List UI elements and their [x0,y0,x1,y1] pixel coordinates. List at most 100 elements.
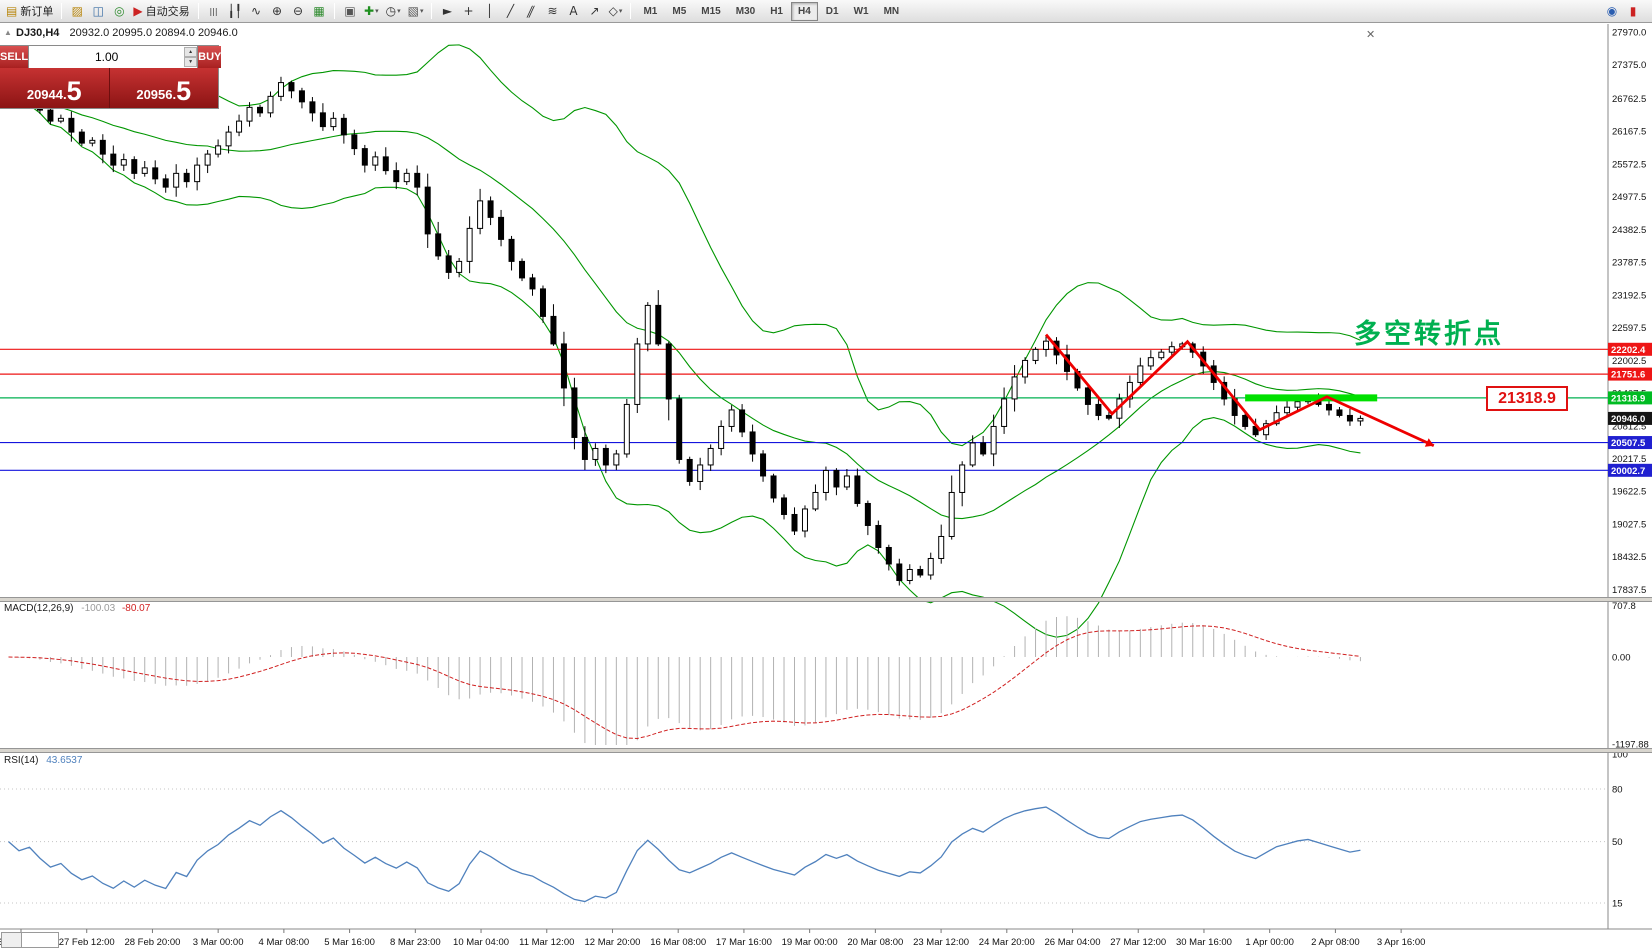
timeframe-m30-button[interactable]: M30 [729,2,762,21]
quick-nav-icon[interactable] [2,933,22,947]
timeframe-m15-button[interactable]: M15 [694,2,727,21]
templates-icon[interactable]: ▧ ▾ [405,2,427,21]
time-tick-label: 2 Apr 08:00 [1311,937,1360,948]
rsi-scale-label: 50 [1612,837,1623,848]
toolbar-left-icons: ▨ ◫ ◎ [67,2,129,21]
timeframe-toolbar: M1 M5 M15 M30 H1 H4 D1 W1 MN [636,1,907,21]
sell-price-pip: 5 [66,76,82,106]
tile-windows-icon[interactable]: ▣ [340,2,360,21]
buy-price-pip: 5 [176,76,192,106]
macd-header: MACD(12,26,9) -100.03 -80.07 [4,603,150,614]
text-icon[interactable]: A [563,2,583,21]
trend-zigzag-annotation[interactable] [1044,333,1435,447]
buy-price-panel[interactable]: 20956. 5 [110,68,219,108]
sell-button[interactable]: SELL [0,46,29,68]
turning-point-annotation[interactable]: 多空转折点 [1354,319,1504,349]
time-tick-label: 11 Mar 12:00 [519,937,574,948]
time-tick-label: 17 Mar 16:00 [716,937,772,948]
macd-signal-line [8,625,1361,739]
toolbar-separator [197,3,199,19]
macd-scale-label: -1197.88 [1612,739,1649,750]
autotrade-play-icon: ▶ [133,4,143,18]
new-order-label: 新订单 [20,6,54,18]
time-tick-label: 28 Feb 20:00 [124,937,180,948]
chart-ohlc-header: DJ30,H4 20932.0 20995.0 20894.0 20946.0 [16,27,238,39]
one-click-collapse-button[interactable]: ▲ [4,28,12,37]
volume-input[interactable] [29,46,185,68]
autotrade-label: 自动交易 [145,6,190,18]
bollinger-lower [8,93,1361,638]
zoom-out-icon[interactable]: ⊖ [288,2,308,21]
rsi-scale-label: 80 [1612,785,1623,796]
channel-icon[interactable]: ∥ [521,2,541,21]
timeframe-m1-button[interactable]: M1 [636,2,664,21]
price-tick-label: 22597.5 [1612,323,1646,334]
zoom-in-icon[interactable]: ⊕ [267,2,287,21]
macd-signal-value: -80.07 [121,603,151,614]
quick-navigation-box[interactable] [1,932,59,948]
macd-pane-splitter[interactable] [0,597,1652,602]
new-order-icon: ▤ [6,4,18,18]
price-level-tag[interactable]: 21318.9 [1486,386,1568,411]
stop-icon[interactable]: ▮ [1623,2,1643,21]
time-tick-label: 5 Mar 16:00 [324,937,375,948]
bar-chart-icon[interactable]: ||| [204,2,224,21]
sell-price-main: 20944. [26,87,67,102]
fibonacci-icon[interactable]: ≋ [542,2,562,21]
horizontal-level-lines[interactable] [0,348,1608,471]
price-tick-label: 18432.5 [1612,552,1646,563]
price-panel-divider [108,68,110,108]
quick-nav-input[interactable] [22,933,58,947]
volume-decrease-button[interactable]: ▼ [184,57,198,67]
price-tick-label: 19027.5 [1612,519,1646,530]
rsi-header: RSI(14) 43.6537 [4,755,82,766]
time-tick-label: 3 Apr 16:00 [1377,937,1426,948]
time-tick-label: 30 Mar 16:00 [1176,937,1232,948]
timeframe-d1-button[interactable]: D1 [819,2,846,21]
price-badge [1608,436,1652,450]
indicators-icon[interactable]: ✚ ▾ [361,2,382,21]
time-tick-label: 24 Mar 20:00 [979,937,1035,948]
periods-icon[interactable]: ◷ ▾ [383,2,404,21]
price-tick-label: 22002.5 [1612,356,1646,367]
volume-increase-button[interactable]: ▲ [184,47,198,57]
autotrade-button[interactable]: ▶ 自动交易 [130,2,192,21]
price-tick-label: 27375.0 [1612,60,1646,71]
profiles-icon[interactable]: ◫ [88,2,108,21]
data-refresh-icon[interactable]: ◎ [109,2,129,21]
sell-price-panel[interactable]: 20944. 5 [0,68,109,108]
crosshair-icon[interactable]: + [458,2,478,21]
price-badge-label: 20002.7 [1611,466,1645,477]
timeframe-m5-button[interactable]: M5 [665,2,693,21]
price-scale-labels[interactable]: 27970.0 27375.0 26762.5 26167.5 25572.5 24977… [1608,27,1652,596]
timeframe-w1-button[interactable]: W1 [847,2,876,21]
buy-button[interactable]: BUY [198,46,222,68]
new-order-button[interactable]: ▤ 新订单 [3,2,56,21]
timeframe-mn-button[interactable]: MN [877,2,907,21]
rsi-pane-splitter[interactable] [0,748,1652,753]
price-tick-label: 23192.5 [1612,290,1646,301]
grid-icon[interactable]: ▦ [309,2,329,21]
macd-scale-label: 707.8 [1612,601,1636,612]
workspace-icon[interactable]: ▨ [67,2,87,21]
chart-close-button[interactable]: ✕ [1366,29,1376,41]
timeframe-h4-button[interactable]: H4 [790,1,818,21]
cursor-icon[interactable]: ► [437,2,457,21]
search-icon[interactable]: ◉ [1602,2,1622,21]
price-badge-label: 21751.6 [1611,370,1645,381]
price-badge-label: 20946.0 [1611,414,1645,425]
macd-name: MACD(12,26,9) [4,603,74,614]
shapes-icon[interactable]: ◇ ▾ [605,2,625,21]
timeframe-h1-button[interactable]: H1 [763,2,790,21]
candlestick-chart-icon[interactable]: ╽╿ [225,2,245,21]
macd-scale-label: 0.00 [1612,653,1631,664]
toolbar-window-icons: ▣ ✚ ▾ ◷ ▾ ▧ ▾ [340,2,426,21]
arrow-marker-icon[interactable]: ↗ [584,2,604,21]
price-tick-label: 25572.5 [1612,159,1646,170]
vertical-line-icon[interactable]: │ [479,2,499,21]
trendline-icon[interactable]: ╱ [500,2,520,21]
time-tick-label: 10 Mar 04:00 [453,937,509,948]
line-chart-icon[interactable]: ∿ [246,2,266,21]
